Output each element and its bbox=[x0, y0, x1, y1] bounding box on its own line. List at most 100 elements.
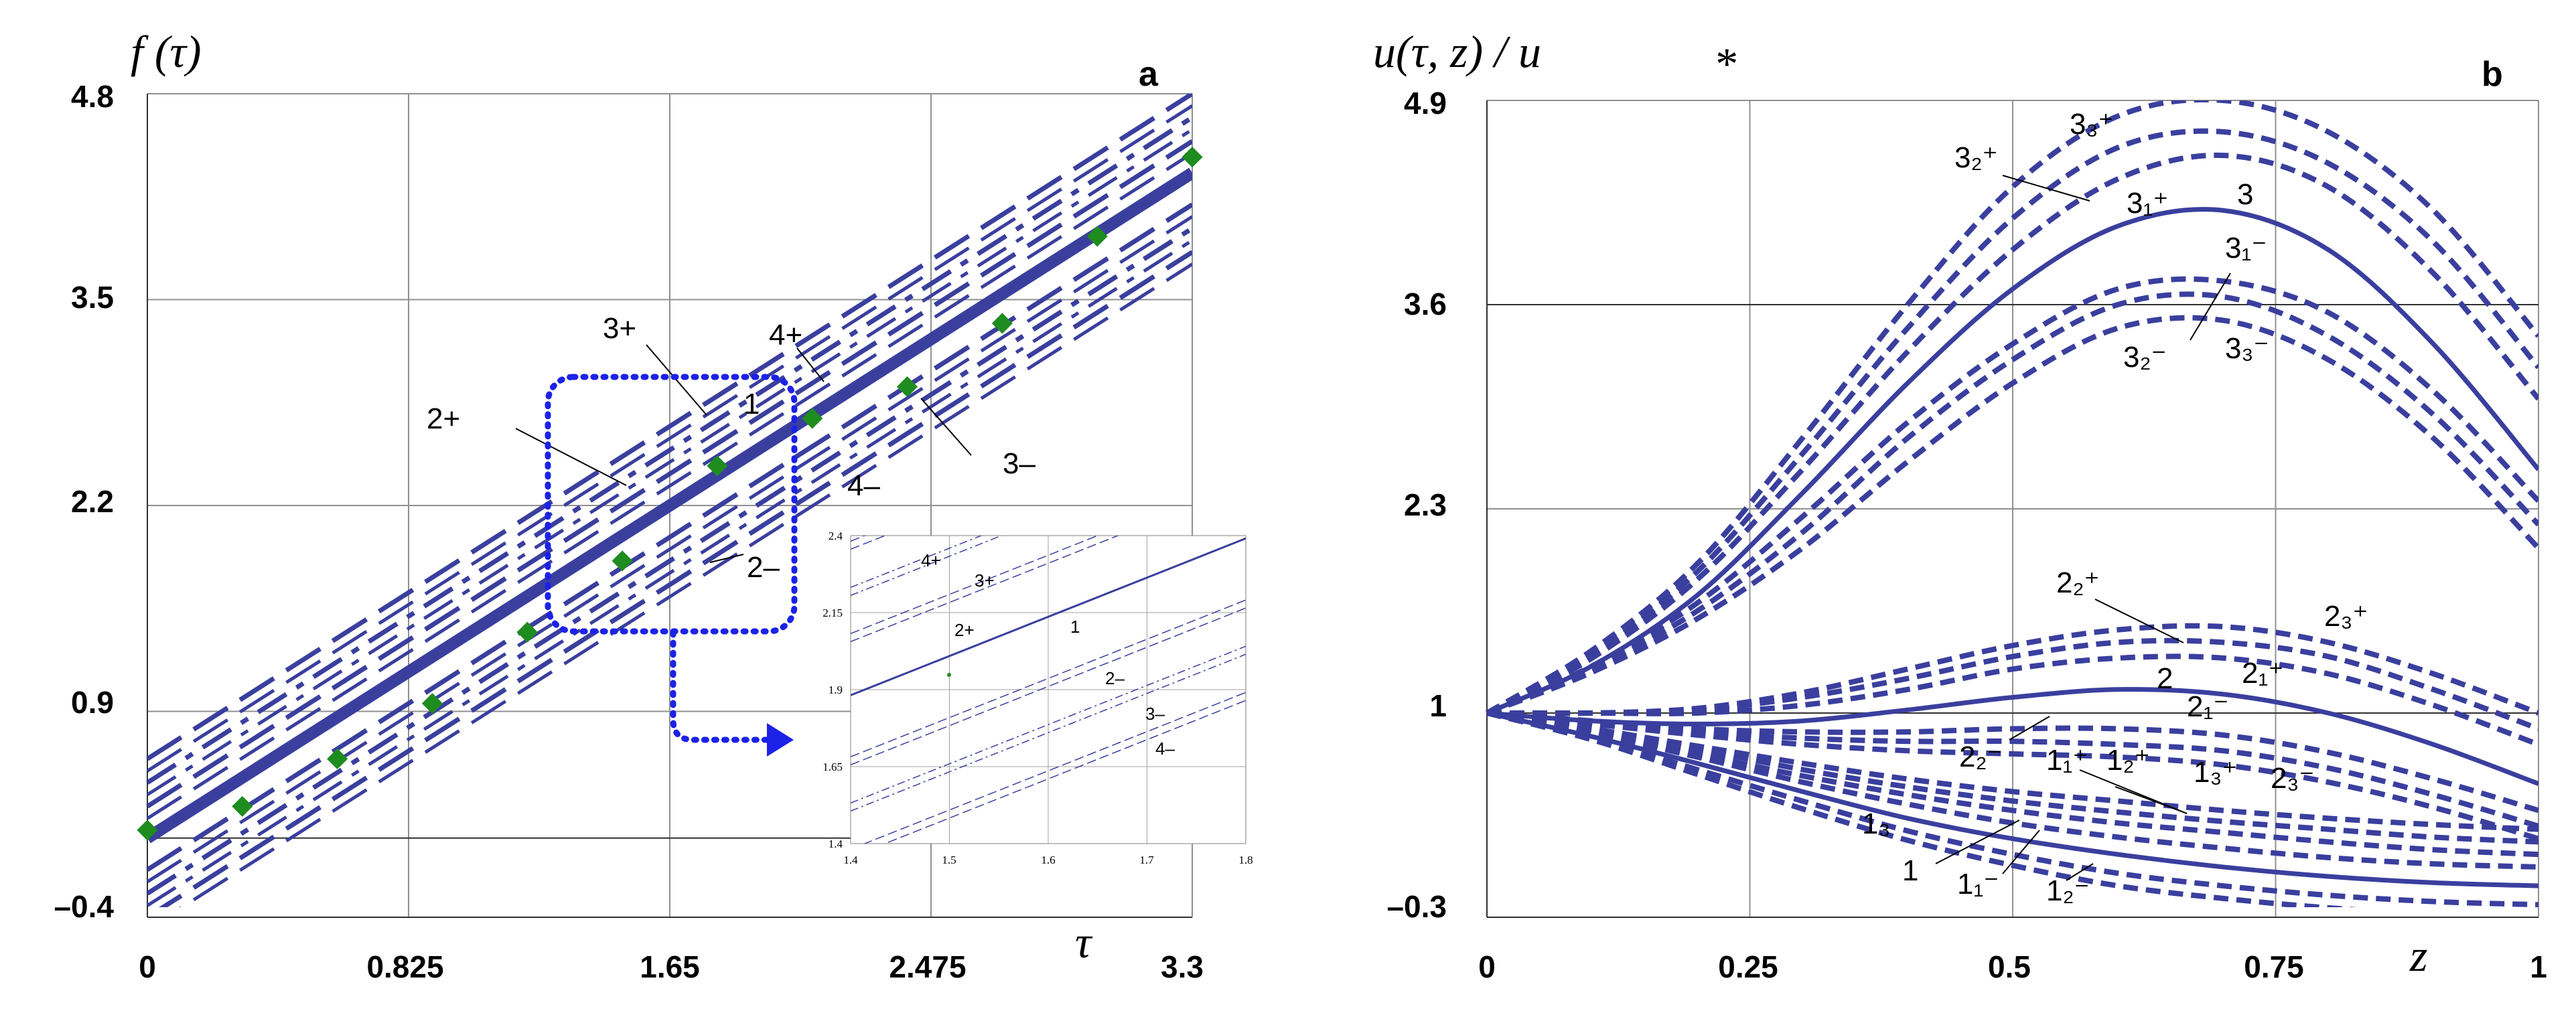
label-3minus: 3– bbox=[1003, 447, 1035, 480]
inset-grid bbox=[850, 535, 1246, 844]
panel-b-xtick: 0.75 bbox=[2244, 949, 2304, 984]
label-3plus: 3+ bbox=[603, 312, 636, 345]
series-curve-3₁⁻ bbox=[1486, 276, 2538, 716]
series-curve-1₂⁺ bbox=[1486, 710, 2538, 845]
inset-label-1: 1 bbox=[1070, 617, 1080, 637]
leader-line bbox=[2190, 272, 2231, 341]
label-2minus: 2– bbox=[747, 551, 780, 584]
inset-series-line bbox=[851, 536, 1120, 643]
label-3-1plus: 3₁⁺ bbox=[2127, 187, 2169, 220]
panel-b-title-subscript: * bbox=[1713, 38, 1736, 89]
series-line-2– bbox=[146, 202, 1192, 872]
panel-b-ytick: –0.3 bbox=[1386, 889, 1447, 924]
leader-line bbox=[646, 344, 707, 416]
inset-label-2plus: 2+ bbox=[954, 620, 975, 640]
leader-line bbox=[515, 428, 627, 486]
series-curve-3₃⁺ bbox=[1485, 100, 2538, 716]
inset-label-3plus: 3+ bbox=[975, 570, 995, 591]
data-marker bbox=[991, 313, 1013, 334]
panel-b-title: u(τ, z) / u bbox=[1373, 26, 1541, 77]
panel-b-xtick: 0.25 bbox=[1718, 949, 1778, 984]
series-line-2+ bbox=[146, 151, 1192, 820]
zoom-arrow-head bbox=[767, 723, 794, 757]
panel-b-grid bbox=[1486, 100, 2539, 918]
leader-line bbox=[2002, 175, 2090, 202]
series-line-2– bbox=[146, 215, 1192, 884]
data-marker bbox=[1086, 226, 1108, 247]
inset-frame bbox=[850, 535, 1246, 844]
series-line-4+ bbox=[146, 94, 1192, 761]
data-marker bbox=[1182, 147, 1203, 168]
series-curve-2₁⁻ bbox=[1486, 710, 2538, 813]
label-3-1minus: 3₁⁻ bbox=[2225, 232, 2267, 264]
panel-a-ytick: –0.4 bbox=[54, 889, 114, 924]
label-2plus: 2+ bbox=[427, 402, 460, 435]
series-curve-3₁⁺ bbox=[1486, 152, 2538, 716]
series-line-1 bbox=[144, 167, 1192, 844]
inset-ytick: 1.65 bbox=[822, 761, 843, 773]
panel-a-title: f (τ) bbox=[131, 26, 202, 77]
label-1: 1 bbox=[1902, 854, 1918, 887]
label-1-3: 1₃ bbox=[1862, 807, 1890, 840]
panel-b-xtick: 0 bbox=[1478, 949, 1496, 984]
label-2-2minus: 2₂⁻ bbox=[1959, 740, 2003, 773]
inset-series-line bbox=[851, 599, 1246, 758]
inset-label-4minus: 4– bbox=[1155, 738, 1175, 759]
panel-a-letter: a bbox=[1139, 55, 1159, 94]
label-2-1plus: 2₁⁺ bbox=[2242, 657, 2284, 690]
inset-series-line bbox=[851, 537, 1246, 696]
series-line-2+ bbox=[146, 139, 1192, 809]
inset-ytick: 2.4 bbox=[829, 530, 843, 542]
leader-line bbox=[920, 398, 972, 456]
label-1-2minus: 1₂⁻ bbox=[2046, 874, 2090, 907]
label-2-2plus: 2₂⁺ bbox=[2056, 566, 2100, 599]
panel-b-leaders bbox=[1935, 175, 2231, 881]
inset-series-line bbox=[883, 700, 1246, 844]
series-line-3+ bbox=[146, 115, 1192, 785]
series-curve-2₃⁺ bbox=[1486, 623, 2538, 716]
panel-a: f (τ) a τ 4.8 3.5 2.2 0.9 –0.4 0 0.825 1… bbox=[54, 26, 1253, 984]
inset-label-4plus: 4+ bbox=[921, 550, 941, 570]
data-marker bbox=[612, 550, 633, 572]
series-line-4+ bbox=[146, 104, 1192, 773]
leader-line bbox=[1935, 819, 2020, 864]
label-3-3plus: 3₃⁺ bbox=[2070, 108, 2114, 141]
leader-line bbox=[709, 554, 744, 563]
leader-line bbox=[2009, 716, 2050, 740]
series-curve-2₂⁻ bbox=[1486, 710, 2538, 829]
inset-ytick: 1.4 bbox=[829, 838, 843, 850]
series-curve-2₁⁺ bbox=[1487, 653, 2538, 747]
inset-series-line bbox=[851, 536, 1099, 635]
series-line-4– bbox=[159, 250, 1192, 907]
series-line-4– bbox=[179, 262, 1192, 907]
panel-b-ytick: 4.9 bbox=[1404, 86, 1447, 121]
panel-a-annotations bbox=[515, 344, 972, 563]
panel-b-xtick: 1 bbox=[2530, 949, 2547, 984]
series-line-3– bbox=[146, 226, 1192, 896]
panel-a-grid bbox=[147, 93, 1193, 918]
series-curve-3₃⁻ bbox=[1486, 315, 2538, 716]
inset-series-line bbox=[851, 645, 1246, 804]
panel-a-series bbox=[144, 94, 1192, 907]
inset-series bbox=[851, 536, 1246, 844]
panel-a-xlabel: τ bbox=[1075, 917, 1093, 967]
label-1-2plus: 1₂⁺ bbox=[2106, 744, 2150, 777]
leader-line bbox=[2094, 599, 2184, 643]
label-4minus: 4– bbox=[847, 469, 880, 502]
series-curve-1₃⁺ bbox=[1486, 710, 2538, 832]
label-1-1minus: 1₁⁻ bbox=[1957, 868, 1999, 901]
label-2-3minus: 2₃⁻ bbox=[2271, 762, 2315, 795]
inset-xtick: 1.6 bbox=[1041, 854, 1055, 866]
inset-xtick: 1.7 bbox=[1139, 854, 1154, 866]
panel-a-ytick: 2.2 bbox=[71, 484, 114, 519]
inset-series-line bbox=[851, 653, 1246, 812]
panel-b-ytick: 3.6 bbox=[1404, 287, 1447, 321]
series-curve-2₂⁺ bbox=[1486, 637, 2538, 732]
panel-a-xtick: 1.65 bbox=[640, 949, 700, 984]
series-curve-2 bbox=[1486, 687, 2538, 786]
panel-a-ytick: 4.8 bbox=[71, 79, 114, 114]
label-3-3minus: 3₃⁻ bbox=[2225, 332, 2269, 365]
label-2-3plus: 2₃⁺ bbox=[2324, 600, 2368, 633]
series-curve-1 bbox=[1486, 710, 2538, 888]
inset-marker bbox=[947, 673, 951, 677]
